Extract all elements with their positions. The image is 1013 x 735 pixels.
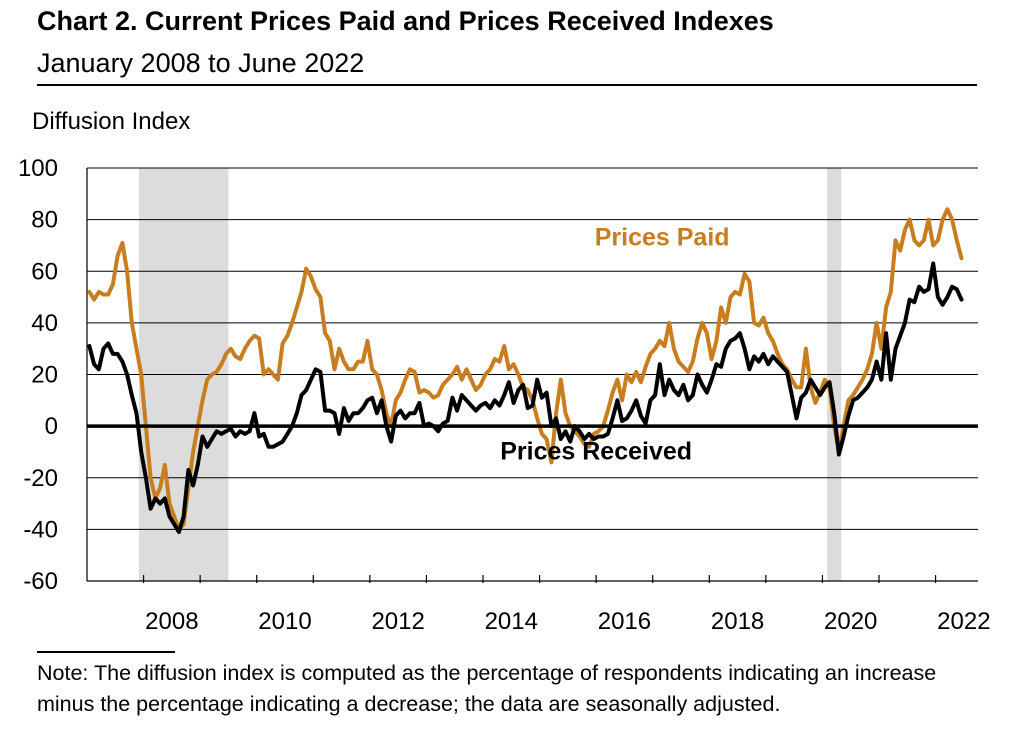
- y-axis-label: Diffusion Index: [32, 108, 191, 135]
- chart-subtitle: January 2008 to June 2022: [37, 48, 365, 78]
- y-tick-label-40: 40: [31, 310, 58, 337]
- x-tick-label-2020: 2020: [824, 608, 877, 635]
- y-tick-label-60: 60: [31, 258, 58, 285]
- chart-title: Chart 2. Current Prices Paid and Prices …: [37, 6, 774, 36]
- x-tick-label-2016: 2016: [598, 608, 651, 635]
- y-tick-label--60: -60: [23, 568, 58, 595]
- y-tick-label-20: 20: [31, 362, 58, 389]
- note-divider: [37, 651, 175, 653]
- series-line-prices-received: [87, 261, 964, 534]
- series-label-prices-paid: Prices Paid: [595, 223, 730, 251]
- x-tick-label-2010: 2010: [258, 608, 311, 635]
- y-tick-label-80: 80: [31, 207, 58, 234]
- x-tick-label-2014: 2014: [485, 608, 538, 635]
- y-tick-label--20: -20: [23, 465, 58, 492]
- title-divider: [37, 84, 977, 86]
- series-label-prices-received: Prices Received: [500, 438, 692, 466]
- y-tick-label-0: 0: [45, 413, 58, 440]
- x-tick-label-2012: 2012: [371, 608, 424, 635]
- chart-note: Note: The diffusion index is computed as…: [37, 661, 937, 716]
- y-tick-label-100: 100: [18, 155, 58, 182]
- x-tick-label-2022: 2022: [937, 608, 990, 635]
- x-tick-label-2018: 2018: [711, 608, 764, 635]
- x-tick-label-2008: 2008: [145, 608, 198, 635]
- y-tick-label--40: -40: [23, 516, 58, 543]
